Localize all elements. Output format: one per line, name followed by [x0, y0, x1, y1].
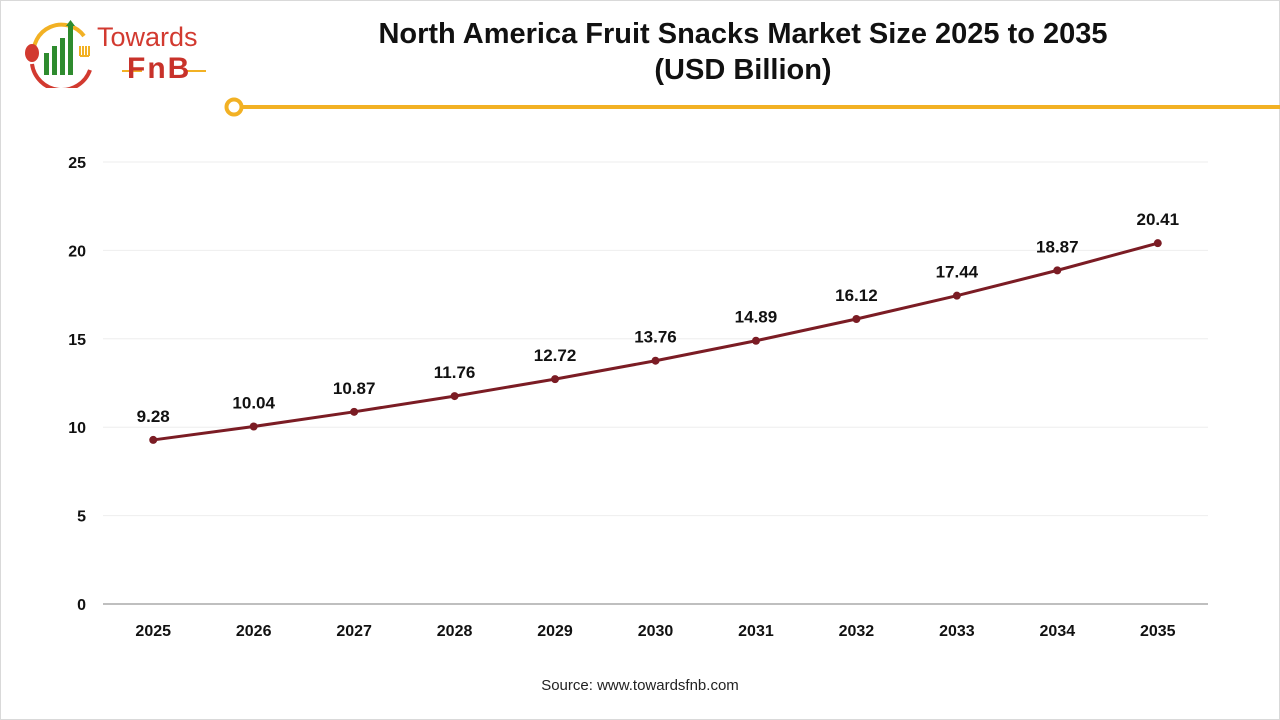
x-tick-label: 2029 — [537, 623, 573, 640]
y-tick-label: 10 — [68, 420, 86, 437]
data-point — [551, 375, 560, 384]
data-label: 10.87 — [333, 379, 376, 398]
y-tick-label: 5 — [77, 509, 86, 526]
data-point — [751, 336, 760, 345]
data-label: 10.04 — [232, 393, 275, 412]
data-point — [651, 356, 660, 365]
title-divider — [224, 97, 1280, 117]
y-tick-label: 20 — [68, 243, 86, 260]
towards-fnb-logo-icon — [25, 20, 206, 88]
x-tick-label: 2031 — [738, 623, 774, 640]
data-point — [249, 422, 258, 431]
data-label: 14.89 — [735, 308, 778, 327]
data-point — [450, 392, 459, 401]
x-tick-label: 2032 — [839, 623, 875, 640]
x-tick-label: 2035 — [1140, 623, 1176, 640]
source-note: Source: www.towardsfnb.com — [541, 677, 739, 694]
brand-sub: FnB — [127, 52, 192, 85]
x-tick-label: 2027 — [336, 623, 372, 640]
x-tick-label: 2025 — [135, 623, 171, 640]
chart-title-main: North America Fruit Snacks Market Size 2… — [378, 18, 1108, 50]
data-point — [1053, 266, 1062, 275]
data-label: 13.76 — [634, 328, 677, 347]
data-label: 20.41 — [1136, 210, 1179, 229]
data-point — [350, 407, 359, 416]
data-label: 12.72 — [534, 346, 577, 365]
x-tick-label: 2034 — [1040, 623, 1076, 640]
brand-name: Towards — [97, 22, 198, 52]
x-tick-label: 2026 — [236, 623, 272, 640]
data-label: 11.76 — [434, 363, 476, 382]
data-label: 9.28 — [137, 407, 170, 426]
y-tick-label: 25 — [68, 155, 86, 172]
data-label: 16.12 — [835, 286, 878, 305]
y-tick-label: 15 — [68, 332, 86, 349]
y-tick-label: 0 — [77, 597, 86, 614]
data-point — [1153, 239, 1162, 248]
data-label: 18.87 — [1036, 237, 1079, 256]
x-tick-label: 2033 — [939, 623, 975, 640]
chart-subtitle: (USD Billion) — [654, 54, 832, 86]
data-label: 17.44 — [936, 263, 979, 282]
chart-title: North America Fruit Snacks Market Size 2… — [300, 16, 1186, 88]
data-point — [149, 435, 158, 444]
x-tick-label: 2028 — [437, 623, 473, 640]
x-tick-label: 2030 — [638, 623, 674, 640]
data-point — [852, 314, 861, 323]
data-point — [952, 291, 961, 300]
